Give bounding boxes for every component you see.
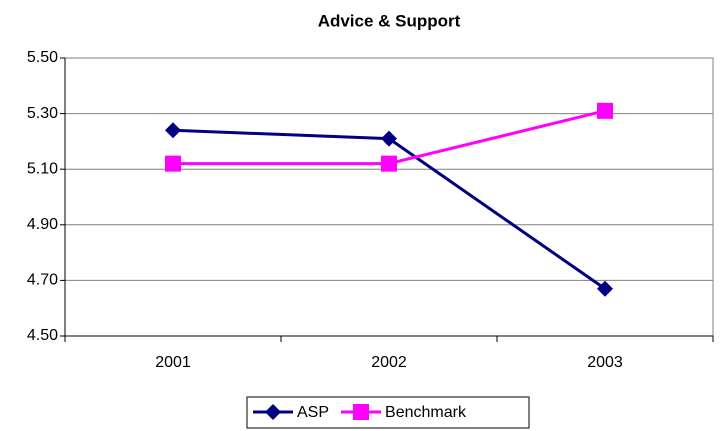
x-tick-label: 2003 (587, 354, 623, 371)
legend-marker (353, 404, 370, 420)
data-point (597, 280, 613, 297)
chart-title: Advice & Support (318, 11, 461, 30)
data-point (165, 155, 181, 172)
legend-label: ASP (297, 404, 329, 421)
legend-box (246, 396, 530, 429)
plot-area (64, 57, 714, 337)
y-tick-label: 5.30 (27, 105, 58, 122)
y-tick-label: 5.10 (27, 160, 58, 177)
data-point (165, 122, 181, 139)
y-tick-label: 4.70 (27, 272, 58, 289)
data-point (381, 155, 397, 172)
legend-label: Benchmark (385, 404, 467, 421)
data-point (597, 102, 613, 119)
x-tick-label: 2001 (155, 354, 191, 371)
y-tick-label: 5.50 (27, 49, 58, 66)
data-point (381, 130, 397, 147)
x-tick-label: 2002 (371, 354, 407, 371)
legend-marker (265, 404, 281, 420)
y-tick-label: 4.50 (27, 327, 58, 344)
y-tick-label: 4.90 (27, 216, 58, 233)
legend: ASP Benchmark (246, 396, 530, 429)
